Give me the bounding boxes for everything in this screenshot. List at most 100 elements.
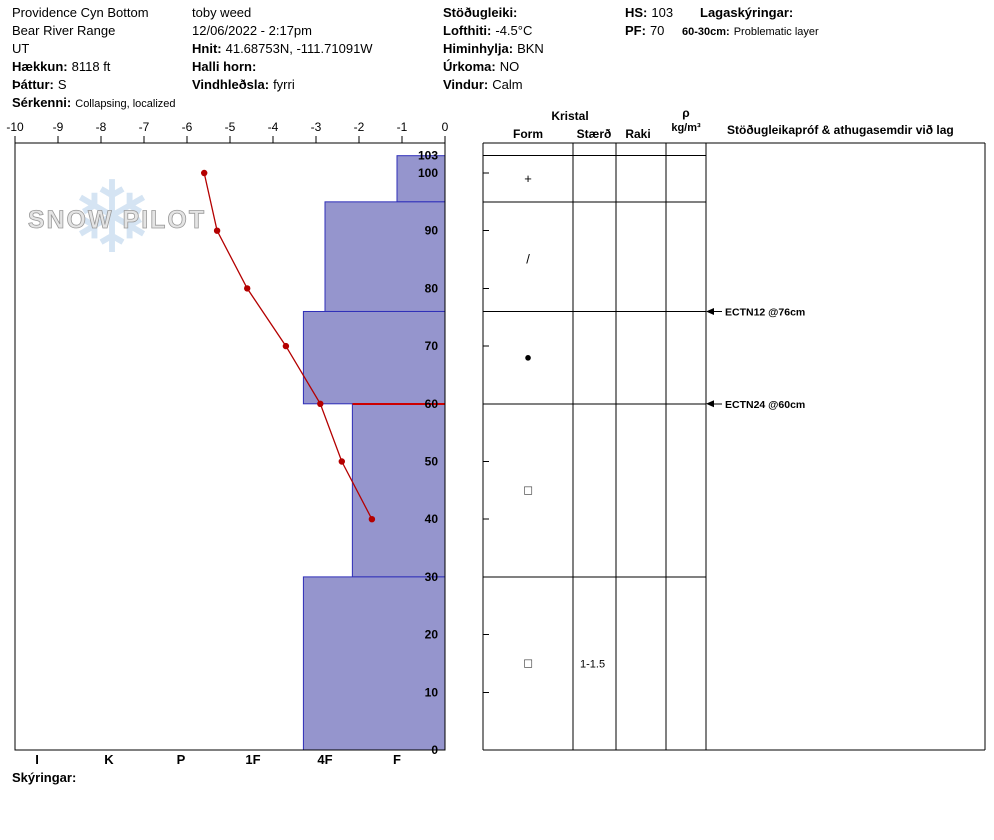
test-result-label: ECTN24 @60cm [725,399,805,411]
airtemp-label: Lofthiti: [443,23,492,38]
layer-comments-header: Lagaskýringar: [700,5,797,21]
site-name: Providence Cyn Bottom [12,5,149,20]
notes-value: Collapsing, localized [75,98,176,110]
temperature-point [201,169,208,177]
wind-label: Vindur: [443,77,489,92]
elevation-row: Hækkun: 8118 ft [12,59,110,75]
precip-value: NO [499,59,520,74]
coords-row: Hnit: 41.68753N, -111.71091W [192,41,373,57]
layer-comment-row: 60-30cm: Problematic layer [682,24,819,40]
depth-tick-label: 80 [425,281,439,295]
hs-row: HS: 103 [625,5,673,21]
depth-tick-label: 20 [425,628,439,642]
stability-column-header: Stöðugleikapróf & athugasemdir við lag [727,123,954,137]
layer-bar-1 [324,201,446,312]
wind-row: Vindur: Calm [443,77,523,93]
pf-row: PF: 70 [625,23,664,39]
precip-row: Úrkoma: NO [443,59,519,75]
depth-tick-label: 50 [425,455,439,469]
grain-symbol-FC: □ [524,482,532,497]
observer-name: toby weed [192,5,252,20]
temperature-point [317,400,324,407]
hardness-tick-label: K [104,752,114,767]
depth-tick-label: 90 [425,224,439,238]
slope-label: Halli horn: [192,59,257,74]
depth-tick-label: 10 [425,685,439,699]
grain-symbol-DF: / [526,252,530,267]
layer-bar-3 [351,403,446,578]
pf-label: PF: [625,23,646,38]
moisture-column-header: Raki [625,127,650,141]
state-name: UT [12,41,30,56]
notes-row: Sérkenni: Collapsing, localized [12,95,176,112]
slope-row: Halli horn: [192,59,260,75]
depth-tick-label: 60 [425,397,439,411]
layer-comments-label: Lagaskýringar: [700,5,794,20]
aspect-row: Þáttur: S [12,77,67,93]
density-symbol-header: ρ [682,106,689,120]
depth-tick-label: 70 [425,339,439,353]
windloading-value: fyrri [273,77,295,92]
observation-datetime: 12/06/2022 - 2:17pm [192,23,312,38]
size-column-header: Stærð [577,127,612,141]
aspect-value: S [57,77,67,92]
test-arrow-head [706,307,714,315]
temp-tick-label: -7 [139,120,150,134]
stability-label: Stöðugleiki: [443,5,518,20]
temp-tick-label: -5 [225,120,236,134]
depth-tick-label: 30 [425,570,439,584]
temp-tick-label: 0 [442,120,449,134]
grain-symbol-PP: + [524,171,532,186]
temperature-point [244,285,251,292]
temp-tick-label: -3 [311,120,322,134]
watermark-text: SNOW PILOT [28,206,206,234]
aspect-label: Þáttur: [12,77,54,92]
elevation-label: Hækkun: [12,59,68,74]
layer-comment-text: Problematic layer [733,26,819,38]
temp-tick-label: -4 [268,120,279,134]
depth-tick-label: 103 [418,149,438,163]
airtemp-value: -4.5°C [495,23,533,38]
temperature-point [368,516,376,523]
hardness-tick-label: 4F [317,752,332,767]
layer-bar-4 [302,576,446,751]
stability-row: Stöðugleiki: [443,5,521,21]
layer-bar-0 [396,155,446,203]
legend-label: Skýringar: [12,770,77,785]
hs-label: HS: [625,5,648,20]
layer-bar-2 [302,310,446,405]
test-result-label: ECTN12 @76cm [725,306,805,318]
form-column-header: Form [513,127,543,141]
temp-tick-label: -2 [354,120,365,134]
coords-label: Hnit: [192,41,222,56]
temperature-point [338,458,345,465]
test-arrow-head [706,400,714,408]
pf-value: 70 [649,23,665,38]
crystal-header: Kristal [551,109,588,123]
temp-tick-label: -1 [397,120,408,134]
wind-value: Calm [492,77,523,92]
notes-label: Sérkenni: [12,95,72,110]
sky-value: BKN [517,41,544,56]
temp-tick-label: -6 [182,120,193,134]
grain-symbol-RG: ● [524,350,532,365]
density-units-header: kg/m³ [671,122,701,134]
range-name: Bear River Range [12,23,116,38]
temp-tick-label: -10 [6,120,24,134]
hardness-tick-label: F [393,752,401,767]
sky-label: Himinhylja: [443,41,514,56]
depth-tick-label: 100 [418,166,438,180]
hardness-tick-label: I [35,752,39,767]
temp-tick-label: -8 [96,120,107,134]
grain-size-label: 1-1.5 [580,658,605,670]
elevation-value: 8118 ft [71,59,111,74]
temperature-point [213,227,221,234]
layer-comment-depths: 60-30cm: [682,26,730,38]
windloading-label: Vindhleðsla: [192,77,270,92]
snowflake-icon: ❄ [70,162,154,274]
windloading-row: Vindhleðsla: fyrri [192,77,295,93]
airtemp-row: Lofthiti: -4.5°C [443,23,532,39]
depth-tick-label: 0 [431,743,438,757]
depth-tick-label: 40 [425,512,439,526]
